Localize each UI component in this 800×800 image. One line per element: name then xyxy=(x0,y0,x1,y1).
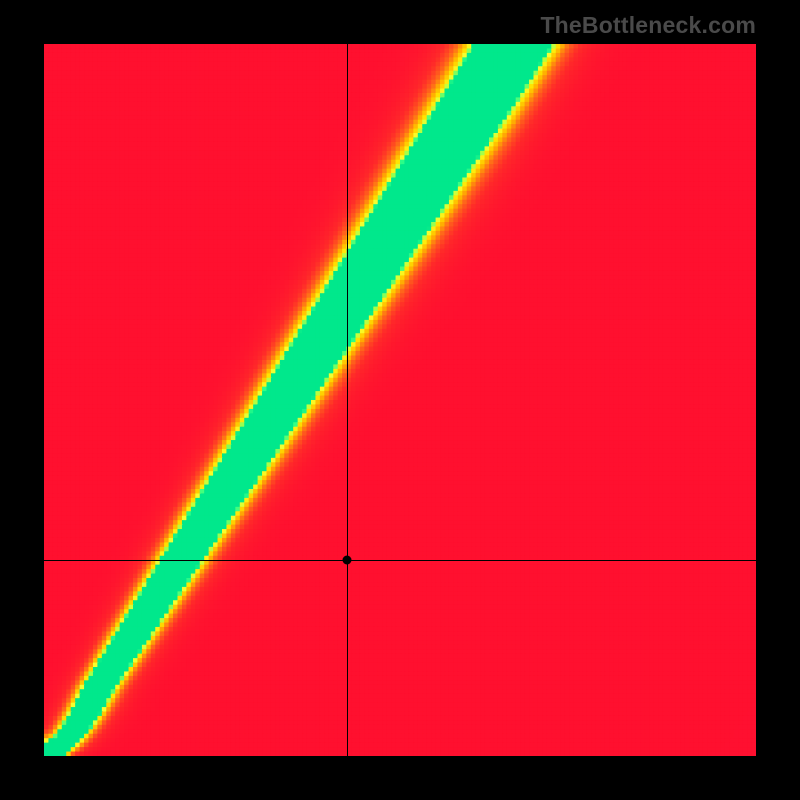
watermark-text: TheBottleneck.com xyxy=(540,12,756,39)
crosshair-dot xyxy=(342,556,351,565)
chart-container: { "meta": { "watermark_text": "TheBottle… xyxy=(0,0,800,800)
crosshair-horizontal xyxy=(44,560,756,561)
crosshair-vertical xyxy=(347,44,348,756)
plot-area xyxy=(44,44,756,756)
bottleneck-heatmap xyxy=(44,44,756,756)
